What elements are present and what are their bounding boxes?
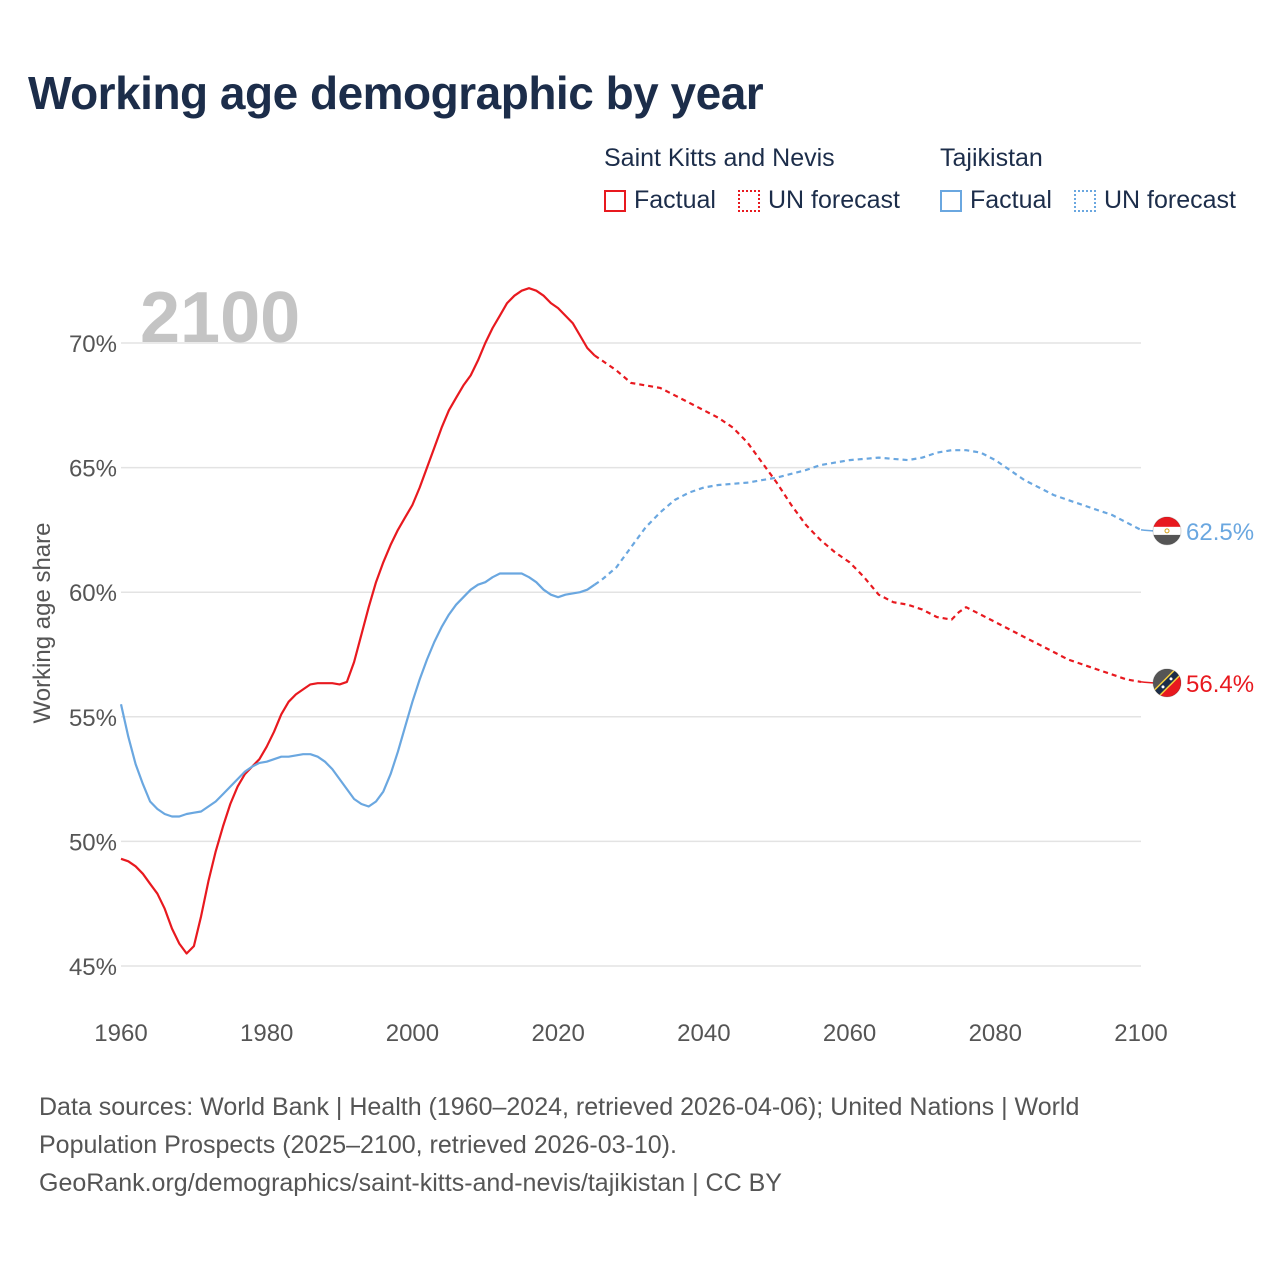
x-axis: 1960 1980 2000 2020 2040 2060 2080 2100 xyxy=(94,1020,1167,1047)
x-tick-label: 2040 xyxy=(677,1020,730,1047)
series-line-saint-kitts-and-nevis-forecast[interactable] xyxy=(593,354,1142,683)
legend-swatch-dotted-blue xyxy=(1074,189,1096,212)
legend-label: UN forecast xyxy=(1104,186,1236,214)
series-line-tajikistan-forecast[interactable] xyxy=(593,449,1142,586)
y-tick-label: 60% xyxy=(69,580,117,607)
year-watermark: 2100 xyxy=(140,278,300,358)
y-tick-label: 70% xyxy=(69,331,117,358)
legend-label: Factual xyxy=(970,186,1052,214)
legend: Saint Kitts and Nevis Factual UN forecas… xyxy=(0,0,1280,230)
grid-lines xyxy=(121,342,1141,967)
legend-item-saint-kitts-factual[interactable]: Factual xyxy=(604,186,716,215)
y-tick-label: 45% xyxy=(69,954,117,981)
series-lines xyxy=(119,287,1142,955)
footer: Data sources: World Bank | Health (1960–… xyxy=(39,1088,1239,1202)
legend-label: UN forecast xyxy=(768,186,900,214)
series-line-tajikistan-factual[interactable] xyxy=(119,572,596,818)
y-tick-label: 50% xyxy=(69,829,117,856)
y-tick-label: 65% xyxy=(69,456,117,483)
endpoint-connector xyxy=(1140,681,1154,684)
y-axis-label: Working age share xyxy=(29,523,56,724)
footer-attribution-link[interactable]: GeoRank.org/demographics/saint-kitts-and… xyxy=(39,1169,782,1197)
legend-item-saint-kitts-forecast[interactable]: UN forecast xyxy=(738,186,900,215)
end-value-label: 56.4% xyxy=(1186,671,1254,698)
line-chart: 2100 45% 50% 55% 60% 65% 70% 1960 1980 2000 2020… xyxy=(29,278,1254,1047)
legend-swatch-solid-red xyxy=(604,189,626,212)
legend-swatch-solid-blue xyxy=(940,189,962,212)
x-tick-label: 2000 xyxy=(386,1020,439,1047)
chart-title: Working age demographic by year xyxy=(28,67,764,119)
legend-swatch-dotted-red xyxy=(738,189,760,212)
legend-item-tajikistan-factual[interactable]: Factual xyxy=(940,186,1052,215)
legend-item-tajikistan-forecast[interactable]: UN forecast xyxy=(1074,186,1236,215)
legend-title-tajikistan: Tajikistan xyxy=(940,144,1043,172)
x-tick-label: 2020 xyxy=(531,1020,584,1047)
x-tick-label: 1980 xyxy=(240,1020,293,1047)
series-line-saint-kitts-and-nevis-factual[interactable] xyxy=(120,287,596,955)
x-tick-label: 2100 xyxy=(1114,1020,1167,1047)
y-axis: 45% 50% 55% 60% 65% 70% xyxy=(69,331,117,981)
y-tick-label: 55% xyxy=(69,705,117,732)
endpoint-connector xyxy=(1140,529,1154,532)
x-tick-label: 1960 xyxy=(94,1020,147,1047)
legend-title-saint-kitts-and-nevis: Saint Kitts and Nevis xyxy=(604,144,835,172)
flag-saint-kitts-and-nevis-icon xyxy=(1152,668,1182,698)
footer-sources-line-1: Data sources: World Bank | Health (1960–… xyxy=(39,1093,1080,1121)
flag-tajikistan-icon xyxy=(1152,516,1182,546)
legend-label: Factual xyxy=(634,186,716,214)
x-tick-label: 2080 xyxy=(969,1020,1022,1047)
footer-sources-line-2: Population Prospects (2025–2100, retriev… xyxy=(39,1131,677,1159)
endpoint-markers: 56.4% 62.5% xyxy=(1140,516,1254,698)
x-tick-label: 2060 xyxy=(823,1020,876,1047)
end-value-label: 62.5% xyxy=(1186,519,1254,546)
